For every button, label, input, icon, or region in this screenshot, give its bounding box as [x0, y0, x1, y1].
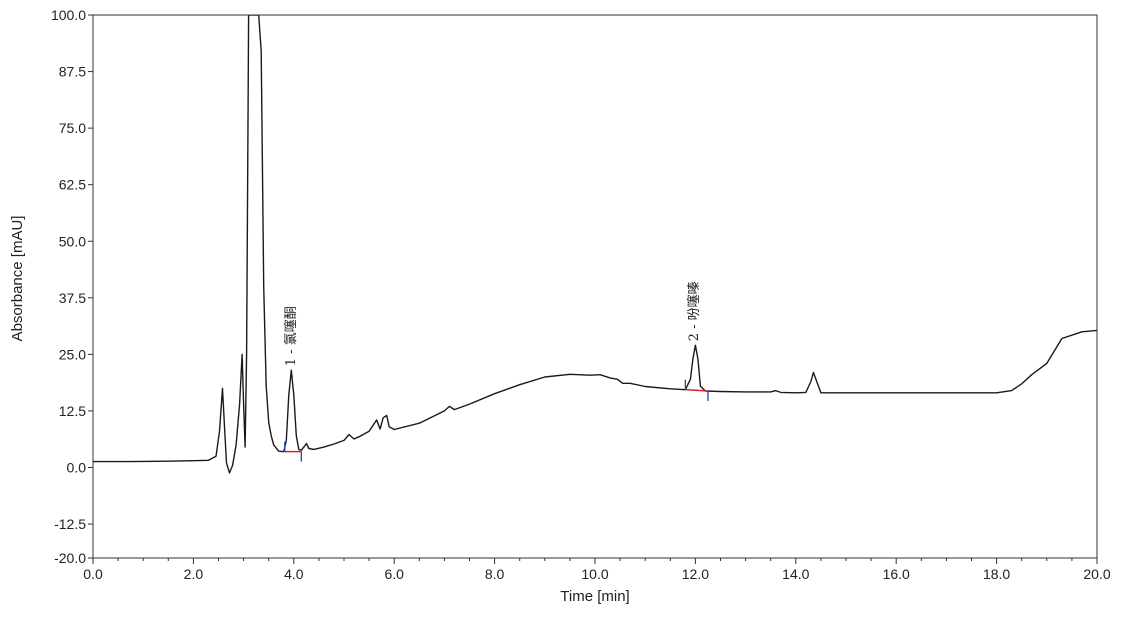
peak-annotation-2: 2 - 吩噻嗪	[684, 281, 709, 402]
y-tick-label: 100.0	[51, 7, 86, 23]
peak-layer: 1 - 氯噻酮 2 - 吩噻嗪	[283, 281, 709, 462]
y-axis-title: Absorbance [mAU]	[9, 216, 26, 342]
y-tick-label: 25.0	[59, 346, 86, 362]
peak-annotation-1: 1 - 氯噻酮	[283, 306, 302, 462]
y-tick-label: -20.0	[54, 550, 86, 566]
x-tick-label: 4.0	[284, 566, 304, 582]
x-tick-label: 18.0	[983, 566, 1010, 582]
y-tick-label: 62.5	[59, 177, 86, 193]
peak-label: 1 - 氯噻酮	[283, 306, 299, 366]
plot-frame	[92, 14, 1098, 559]
y-tick-label: -12.5	[54, 516, 86, 532]
x-axis-title: Time [min]	[560, 588, 629, 605]
y-tick-label: 12.5	[59, 403, 86, 419]
y-tick-label: 37.5	[59, 290, 86, 306]
x-tick-label: 20.0	[1083, 566, 1110, 582]
y-tick-label: 87.5	[59, 64, 86, 80]
x-tick-label: 14.0	[782, 566, 809, 582]
x-tick-label: 16.0	[883, 566, 910, 582]
x-tick-label: 2.0	[184, 566, 204, 582]
chromatogram-trace	[93, 15, 1097, 474]
y-tick-label: 0.0	[67, 460, 87, 476]
x-tick-label: 8.0	[485, 566, 505, 582]
peak-label: 2 - 吩噻嗪	[686, 281, 702, 341]
x-tick-label: 12.0	[682, 566, 709, 582]
peak-baseline	[685, 388, 708, 392]
y-tick-label: 75.0	[59, 120, 86, 136]
x-tick-label: 6.0	[384, 566, 404, 582]
x-tick-label: 0.0	[83, 566, 103, 582]
x-tick-label: 10.0	[581, 566, 608, 582]
y-tick-label: 50.0	[59, 233, 86, 249]
y-axis: -20.0 -12.5 0.0 12.5 25.0 37.5 50.0 62.5 75.0 87.…	[51, 7, 93, 566]
trace-layer	[93, 15, 1097, 474]
x-axis: 0.0 2.0 4.0 6.0 8.0 10.0 12.0 14.0 16.0 18.0 20.0	[83, 558, 1111, 582]
